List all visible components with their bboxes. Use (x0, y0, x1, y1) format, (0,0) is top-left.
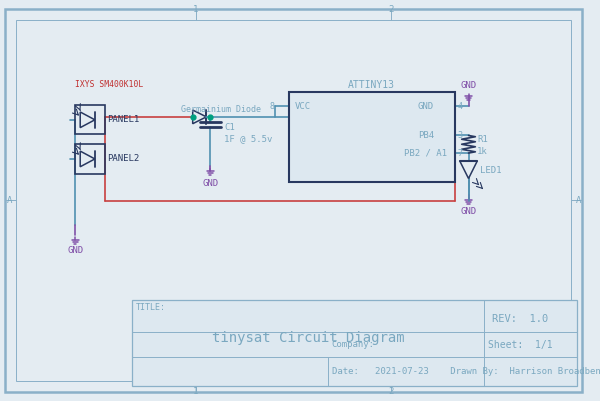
Text: tinysat Circuit Diagram: tinysat Circuit Diagram (212, 331, 404, 345)
Text: 8: 8 (270, 101, 275, 111)
Text: LED1: LED1 (480, 166, 502, 175)
Text: 1F @ 5.5v: 1F @ 5.5v (224, 134, 272, 143)
Text: A: A (7, 196, 13, 205)
Text: GND: GND (418, 101, 434, 111)
Text: 1k: 1k (478, 147, 488, 156)
Text: GND: GND (67, 246, 83, 255)
Text: Sheet:  1/1: Sheet: 1/1 (488, 340, 553, 350)
Text: IXYS SM400K10L: IXYS SM400K10L (76, 80, 143, 89)
Text: 4: 4 (458, 101, 463, 111)
Text: 7: 7 (458, 148, 463, 158)
Text: GND: GND (460, 81, 476, 90)
Text: 1: 1 (193, 387, 199, 396)
Bar (289, 92, 455, 182)
Polygon shape (460, 161, 478, 178)
Bar (76, 105, 104, 134)
Text: GND: GND (460, 207, 476, 216)
Text: Date:   2021-07-23    Drawn By:  Harrison Broadbent: Date: 2021-07-23 Drawn By: Harrison Broa… (332, 367, 600, 376)
Text: Company:: Company: (332, 340, 374, 349)
Text: A: A (575, 196, 581, 205)
Text: 2: 2 (389, 5, 394, 14)
Text: REV:  1.0: REV: 1.0 (492, 314, 548, 324)
Text: ATTINY13: ATTINY13 (348, 79, 395, 89)
Text: TITLE:: TITLE: (136, 303, 166, 312)
Text: R1: R1 (478, 135, 488, 144)
Text: PANEL1: PANEL1 (107, 115, 140, 124)
Text: 3: 3 (458, 131, 463, 140)
Text: C1: C1 (224, 123, 235, 132)
Text: 1: 1 (193, 5, 199, 14)
Text: 2: 2 (389, 387, 394, 396)
Text: PB2 / A1: PB2 / A1 (404, 148, 447, 158)
Bar (132, 300, 577, 386)
Text: GND: GND (202, 179, 218, 188)
Bar (76, 144, 104, 174)
Text: VCC: VCC (295, 101, 311, 111)
Text: PB4: PB4 (418, 131, 434, 140)
Text: PANEL2: PANEL2 (107, 154, 140, 164)
Text: Germainium Diode: Germainium Diode (181, 105, 261, 113)
Polygon shape (193, 110, 206, 124)
